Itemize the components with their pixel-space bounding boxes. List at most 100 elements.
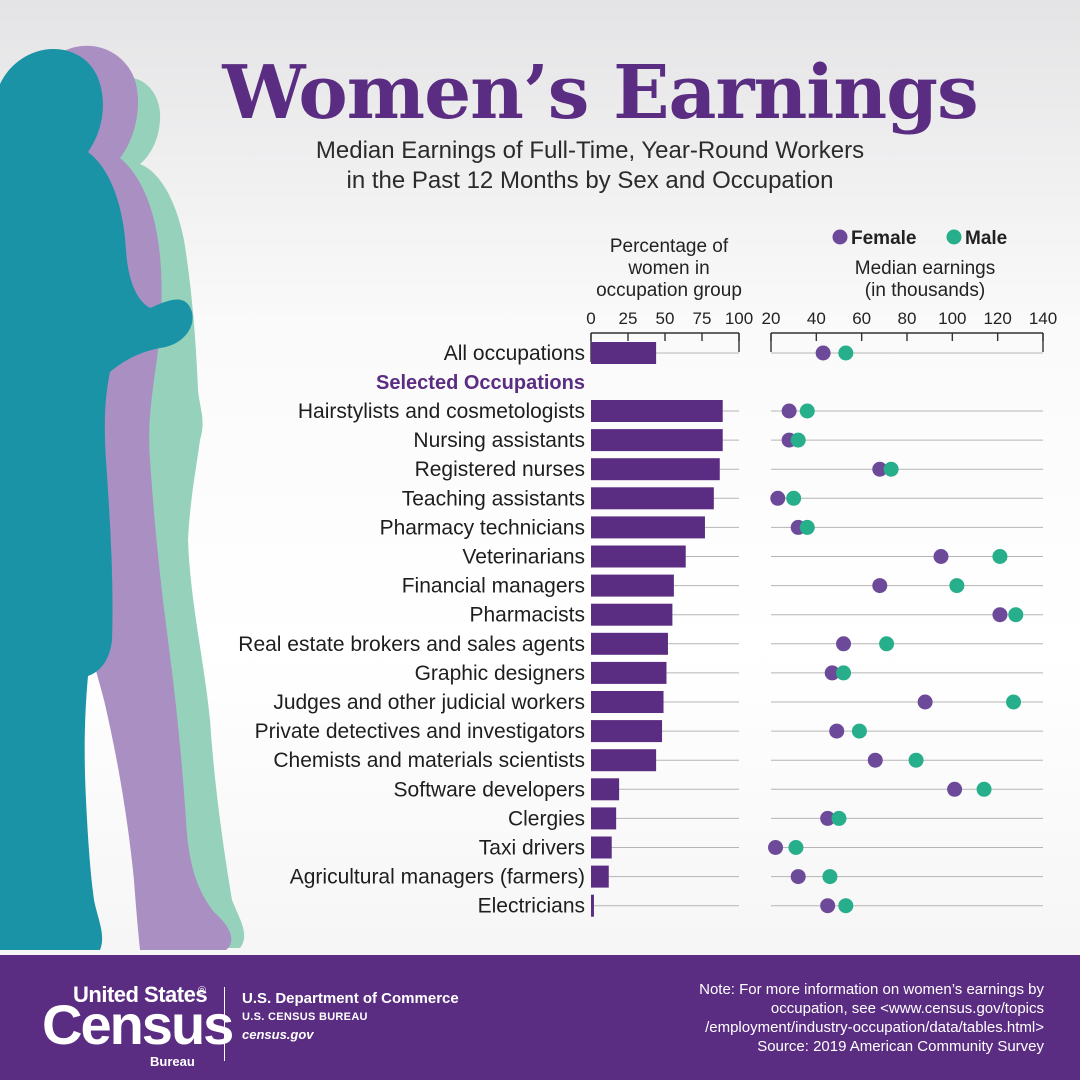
pct-women-bar-graphic-designers <box>591 661 667 684</box>
female-earnings-dot-pharmacists <box>992 607 1008 623</box>
legend-marker-female <box>832 229 848 245</box>
row-label-veterinarians: Veterinarians <box>462 546 585 569</box>
male-earnings-dot-hairstylists-and-cosmetologists <box>799 403 815 419</box>
female-earnings-dot-real-estate-brokers-and-sales-agents <box>836 636 852 652</box>
note-line: Note: For more information on women’s ea… <box>699 981 1044 998</box>
note-line: occupation, see <www.census.gov/topics <box>770 1000 1044 1017</box>
pct-women-bar-electricians <box>591 894 594 917</box>
male-earnings-dot-teaching-assistants <box>786 490 802 506</box>
male-earnings-dot-pharmacy-technicians <box>799 519 815 535</box>
male-earnings-dot-veterinarians <box>992 549 1008 564</box>
female-earnings-dot-teaching-assistants <box>770 490 786 506</box>
legend-label-female: Female <box>851 228 916 249</box>
male-earnings-dot-nursing-assistants <box>790 432 806 448</box>
male-earnings-dot-all-occupations <box>838 345 854 361</box>
row-label-nursing-assistants: Nursing assistants <box>413 429 585 452</box>
female-earnings-dot-software-developers <box>947 781 963 797</box>
row-label-pharmacists: Pharmacists <box>469 604 585 627</box>
female-earnings-dot-registered-nurses <box>872 461 888 477</box>
male-earnings-dot-clergies <box>831 810 847 826</box>
male-earnings-dot-electricians <box>838 898 854 914</box>
subtitle-line: Median Earnings of Full-Time, Year-Round… <box>315 137 865 164</box>
pct-women-bar-agricultural-managers-farmers <box>591 865 609 888</box>
male-earnings-dot-registered-nurses <box>883 461 899 477</box>
row-label-registered-nurses: Registered nurses <box>415 458 585 481</box>
dept-census-bureau: U.S. CENSUS BUREAU <box>242 1011 368 1023</box>
pct-women-tick-label: 75 <box>693 309 712 328</box>
row-label-financial-managers: Financial managers <box>402 575 585 598</box>
note-line: Source: 2019 American Community Survey <box>757 1038 1044 1055</box>
row-label-electricians: Electricians <box>478 895 585 918</box>
page-title: Women’s Earnings <box>222 50 978 136</box>
female-earnings-dot-taxi-drivers <box>768 840 784 855</box>
row-label-pharmacy-technicians: Pharmacy technicians <box>380 516 585 539</box>
male-earnings-dot-real-estate-brokers-and-sales-agents <box>879 636 895 652</box>
source-note: Note: For more information on women’s ea… <box>584 980 1044 1056</box>
pct-women-bar-clergies <box>591 807 617 830</box>
row-label-private-detectives-and-investigators: Private detectives and investigators <box>255 720 585 743</box>
row-label-taxi-drivers: Taxi drivers <box>479 837 585 860</box>
earnings-axis-title: (in thousands) <box>865 280 985 301</box>
legend-label-male: Male <box>965 228 1007 249</box>
census-gov-link[interactable]: census.gov <box>242 1027 314 1042</box>
male-earnings-dot-pharmacists <box>1008 607 1024 623</box>
row-label-hairstylists-and-cosmetologists: Hairstylists and cosmetologists <box>298 400 585 423</box>
female-earnings-dot-all-occupations <box>815 345 831 361</box>
earnings-tick-label: 40 <box>807 309 826 328</box>
male-earnings-dot-graphic-designers <box>836 665 852 681</box>
logo-united-states: United States <box>73 982 208 1007</box>
pct-women-tick-label: 100 <box>725 309 753 328</box>
section-label: Selected Occupations <box>376 372 585 394</box>
female-earnings-dot-financial-managers <box>872 578 888 594</box>
pct-women-tick-label: 25 <box>619 309 638 328</box>
pct-women-bar-registered-nurses <box>591 458 720 481</box>
logo-bureau: Bureau <box>150 1054 195 1069</box>
pct-women-bar-financial-managers <box>591 574 674 597</box>
women-silhouettes-illustration <box>0 45 245 951</box>
pct-women-axis-title: Percentage of <box>610 236 729 257</box>
male-earnings-dot-judges-and-other-judicial-workers <box>1006 694 1022 710</box>
pct-women-bar-hairstylists-and-cosmetologists <box>591 400 723 422</box>
pct-women-bar-judges-and-other-judicial-workers <box>591 691 664 713</box>
pct-women-tick-label: 50 <box>656 309 675 328</box>
pct-women-bar-nursing-assistants <box>591 429 723 452</box>
female-earnings-dot-electricians <box>820 898 836 914</box>
row-label-all-occupations: All occupations <box>444 342 585 365</box>
female-earnings-dot-veterinarians <box>933 549 949 564</box>
page-subtitle: Median Earnings of Full-Time, Year-Round… <box>230 136 950 196</box>
male-earnings-dot-taxi-drivers <box>788 840 804 855</box>
male-earnings-dot-software-developers <box>976 781 992 797</box>
legend-marker-male <box>946 229 962 245</box>
earnings-tick-label: 20 <box>762 309 781 328</box>
male-earnings-dot-private-detectives-and-investigators <box>851 723 867 739</box>
female-earnings-dot-graphic-designers <box>824 665 840 681</box>
row-label-software-developers: Software developers <box>394 778 585 801</box>
row-label-clergies: Clergies <box>508 807 585 830</box>
pct-women-axis-title: women in <box>627 258 709 279</box>
earnings-tick-label: 60 <box>852 309 871 328</box>
pct-women-bar-veterinarians <box>591 545 686 568</box>
pct-women-bar-chemists-and-materials-scientists <box>591 749 657 772</box>
row-label-teaching-assistants: Teaching assistants <box>402 487 585 510</box>
pct-women-bar-software-developers <box>591 778 620 801</box>
logo-registered-mark: ® <box>198 985 207 997</box>
earnings-tick-label: 120 <box>983 309 1011 328</box>
silhouette-teal <box>0 48 193 951</box>
row-label-judges-and-other-judicial-workers: Judges and other judicial workers <box>273 691 585 714</box>
row-label-real-estate-brokers-and-sales-agents: Real estate brokers and sales agents <box>238 633 585 656</box>
logo-census: Census <box>42 993 234 1056</box>
female-earnings-dot-chemists-and-materials-scientists <box>867 752 883 768</box>
pct-women-bar-all-occupations <box>591 342 657 364</box>
female-earnings-dot-hairstylists-and-cosmetologists <box>781 403 797 419</box>
pct-women-bar-taxi-drivers <box>591 836 612 859</box>
row-label-agricultural-managers-farmers: Agricultural managers (farmers) <box>290 866 585 889</box>
pct-women-bar-pharmacists <box>591 603 673 626</box>
footer-divider <box>224 987 225 1061</box>
subtitle-line: in the Past 12 Months by Sex and Occupat… <box>346 167 834 194</box>
pct-women-bar-pharmacy-technicians <box>591 516 705 539</box>
earnings-axis-title: Median earnings <box>855 258 995 279</box>
row-label-graphic-designers: Graphic designers <box>415 662 585 685</box>
pct-women-axis-title: occupation group <box>596 280 742 301</box>
earnings-tick-label: 100 <box>938 309 966 328</box>
pct-women-tick-label: 0 <box>586 309 595 328</box>
